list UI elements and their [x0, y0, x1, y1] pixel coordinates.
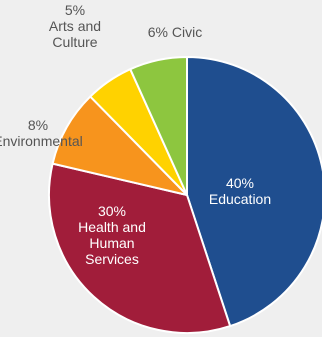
pie-label-arts: 5% Arts and Culture	[49, 2, 101, 50]
pie-slice-education	[186, 56, 322, 328]
pie-label-line: Environmental	[0, 133, 83, 149]
pie-label-line: 30%	[98, 203, 126, 219]
pie-label-line: Culture	[52, 34, 97, 50]
pie-label-line: Human	[89, 235, 134, 251]
pie-label-education: 40% Education	[209, 175, 271, 207]
pie-labels: 40% Education 30% Health and Human Services 8%…	[0, 2, 271, 267]
pie-label-line: 40%	[226, 175, 254, 191]
pie-label-line: Health and	[78, 219, 146, 235]
pie-label-line: Education	[209, 191, 271, 207]
pie-label-line: 5%	[65, 2, 85, 18]
pie-slice-civic	[129, 56, 188, 196]
pie-label-line: 8%	[28, 117, 48, 133]
pie-label-environmental: 8% Environmental	[0, 117, 83, 149]
pie-label-line: Services	[85, 251, 139, 267]
pie-label-line: 6% Civic	[148, 24, 202, 40]
pie-label-health: 30% Health and Human Services	[78, 203, 146, 267]
pie-slices	[48, 56, 322, 334]
pie-slice-health	[48, 162, 232, 334]
pie-label-line: Arts and	[49, 18, 101, 34]
pie-label-civic: 6% Civic	[148, 24, 202, 40]
